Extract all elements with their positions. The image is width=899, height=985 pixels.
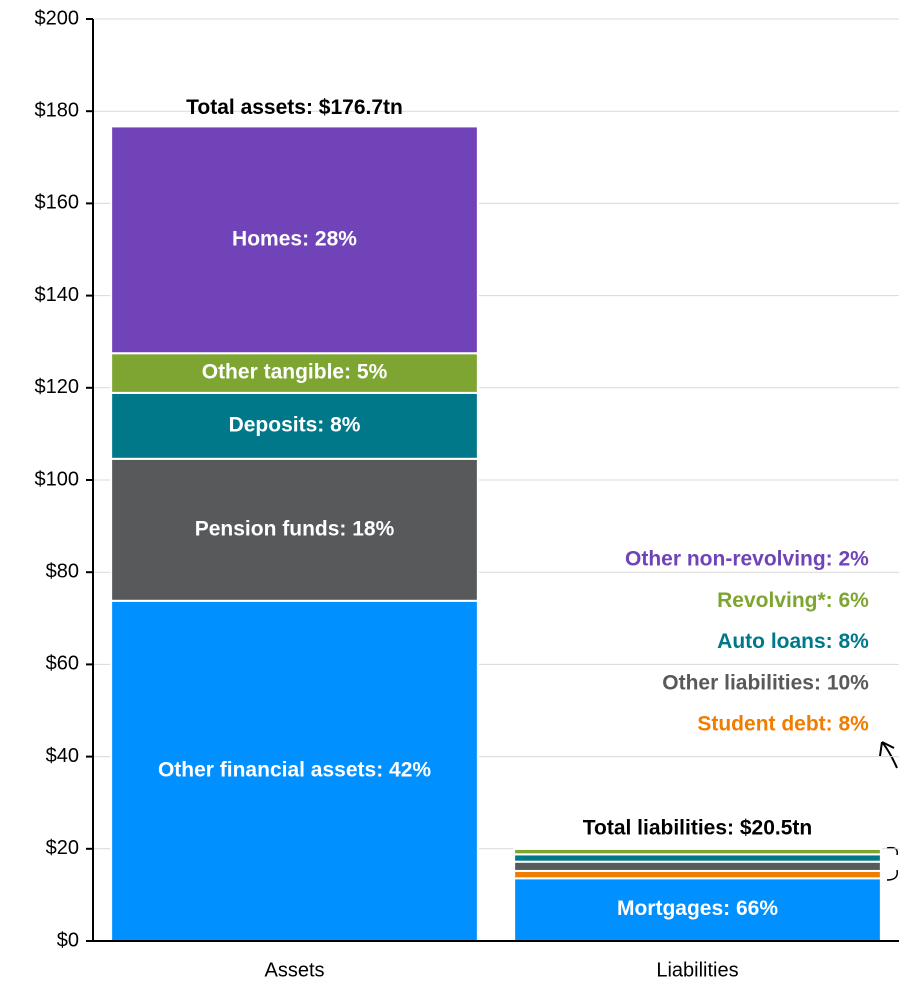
y-tick-label: $20 — [46, 837, 79, 859]
x-tick-label: Assets — [264, 959, 324, 981]
y-tick-label: $120 — [35, 376, 80, 398]
segment-label: Revolving*: 6% — [717, 589, 869, 612]
y-tick-label: $100 — [35, 468, 80, 490]
y-tick-label: $140 — [35, 284, 80, 306]
segment-label: Mortgages: 66% — [617, 897, 778, 920]
y-tick-label: $80 — [46, 560, 79, 582]
y-tick-label: $60 — [46, 653, 79, 675]
y-tick-label: $200 — [35, 7, 80, 29]
arrow-head — [879, 741, 895, 757]
y-tick-label: $180 — [35, 99, 80, 121]
total-label: Total assets: $176.7tn — [186, 96, 403, 119]
brace — [886, 846, 899, 881]
bar-segment — [513, 869, 882, 880]
bar-segment — [513, 877, 882, 943]
bar-segment — [110, 125, 479, 355]
segment-label: Other non-revolving: 2% — [625, 548, 869, 571]
y-tick-label: $40 — [46, 745, 79, 767]
x-tick-label: Liabilities — [656, 959, 738, 981]
segment-label: Student debt: 8% — [697, 713, 869, 736]
bar-segment — [110, 457, 479, 602]
segment-label: Auto loans: 8% — [717, 630, 869, 653]
segment-label: Pension funds: 18% — [195, 517, 395, 540]
y-tick-label: $0 — [57, 929, 79, 951]
bar-segment — [513, 860, 882, 872]
segment-label: Homes: 28% — [232, 227, 357, 250]
segment-label: Deposits: 8% — [229, 413, 361, 436]
segment-label: Other tangible: 5% — [202, 361, 388, 384]
decoration — [879, 741, 899, 881]
total-label: Total liabilities: $20.5tn — [583, 817, 813, 840]
bar-segment — [513, 845, 882, 850]
bar-segment — [513, 853, 882, 863]
segment-label: Other liabilities: 10% — [662, 671, 869, 694]
segment-label: Other financial assets: 42% — [158, 758, 431, 781]
y-tick-label: $160 — [35, 192, 80, 214]
bar-segment — [110, 599, 479, 942]
